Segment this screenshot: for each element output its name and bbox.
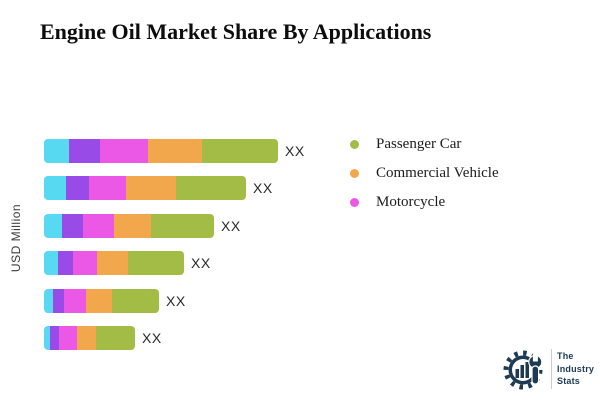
bar-segment-segment-purple[interactable] (69, 139, 100, 163)
bar-segment-segment-cyan[interactable] (44, 289, 53, 313)
legend-item[interactable]: Passenger Car (350, 130, 499, 159)
bar-segment-motorcycle[interactable] (59, 326, 77, 350)
bar-segment-segment-purple[interactable] (50, 326, 59, 350)
bar-row: XX (44, 326, 162, 350)
stacked-bar[interactable] (44, 251, 184, 275)
bar-row: XX (44, 139, 305, 163)
stacked-bar[interactable] (44, 139, 278, 163)
bar-chart: XX XX XX XX XX XX (44, 139, 364, 359)
bar-segment-commercial-vehicle[interactable] (114, 214, 151, 238)
y-axis-label: USD Million (9, 203, 23, 273)
bar-segment-passenger-car[interactable] (202, 139, 278, 163)
gear-wrench-logo-icon (503, 350, 543, 390)
bar-value-label: XX (253, 180, 273, 196)
bar-segment-commercial-vehicle[interactable] (148, 139, 202, 163)
stacked-bar[interactable] (44, 214, 214, 238)
legend-item[interactable]: Commercial Vehicle (350, 159, 499, 188)
bar-segment-segment-cyan[interactable] (44, 176, 66, 200)
bar-row: XX (44, 214, 241, 238)
bar-segment-commercial-vehicle[interactable] (126, 176, 176, 200)
logo-text-line: Stats (557, 376, 581, 387)
bar-segment-commercial-vehicle[interactable] (97, 251, 128, 275)
bar-segment-segment-purple[interactable] (62, 214, 83, 238)
bar-segment-commercial-vehicle[interactable] (86, 289, 112, 313)
bar-row: XX (44, 251, 211, 275)
chart-legend: Passenger Car Commercial Vehicle Motorcycl… (350, 130, 499, 217)
legend-label: Motorcycle (376, 194, 446, 210)
legend-label: Passenger Car (376, 136, 462, 152)
bar-segment-motorcycle[interactable] (73, 251, 97, 275)
logo-text-line: The (557, 351, 574, 362)
bar-segment-segment-cyan[interactable] (44, 326, 50, 350)
bar-segment-segment-purple[interactable] (58, 251, 73, 275)
bar-segment-motorcycle[interactable] (89, 176, 126, 200)
bar-row: XX (44, 176, 273, 200)
chart-title: Engine Oil Market Share By Applications (40, 19, 432, 44)
bar-segment-passenger-car[interactable] (151, 214, 214, 238)
legend-label: Commercial Vehicle (376, 165, 499, 181)
brand-logo: The Industry Stats (503, 346, 594, 392)
bar-segment-segment-purple[interactable] (66, 176, 89, 200)
logo-text-line: Industry (557, 363, 595, 374)
bar-segment-passenger-car[interactable] (128, 251, 184, 275)
bar-value-label: XX (221, 218, 241, 234)
bar-row: XX (44, 289, 186, 313)
bar-segment-segment-cyan[interactable] (44, 139, 69, 163)
legend-dot-icon (350, 198, 359, 207)
bar-segment-motorcycle[interactable] (100, 139, 148, 163)
logo-text: The Industry Stats (557, 350, 594, 388)
bar-value-label: XX (191, 255, 211, 271)
bar-segment-passenger-car[interactable] (96, 326, 135, 350)
bar-value-label: XX (166, 293, 186, 309)
stacked-bar[interactable] (44, 289, 159, 313)
bar-segment-motorcycle[interactable] (64, 289, 86, 313)
legend-dot-icon (350, 140, 359, 149)
legend-dot-icon (350, 169, 359, 178)
bar-segment-segment-cyan[interactable] (44, 251, 58, 275)
bar-segment-motorcycle[interactable] (83, 214, 114, 238)
logo-divider (551, 349, 552, 389)
bar-segment-segment-purple[interactable] (53, 289, 64, 313)
bar-segment-passenger-car[interactable] (176, 176, 246, 200)
bar-segment-commercial-vehicle[interactable] (77, 326, 96, 350)
bar-value-label: XX (285, 143, 305, 159)
bar-segment-passenger-car[interactable] (112, 289, 159, 313)
stacked-bar[interactable] (44, 326, 135, 350)
legend-item[interactable]: Motorcycle (350, 188, 499, 217)
bar-segment-segment-cyan[interactable] (44, 214, 62, 238)
bar-value-label: XX (142, 330, 162, 346)
stacked-bar[interactable] (44, 176, 246, 200)
